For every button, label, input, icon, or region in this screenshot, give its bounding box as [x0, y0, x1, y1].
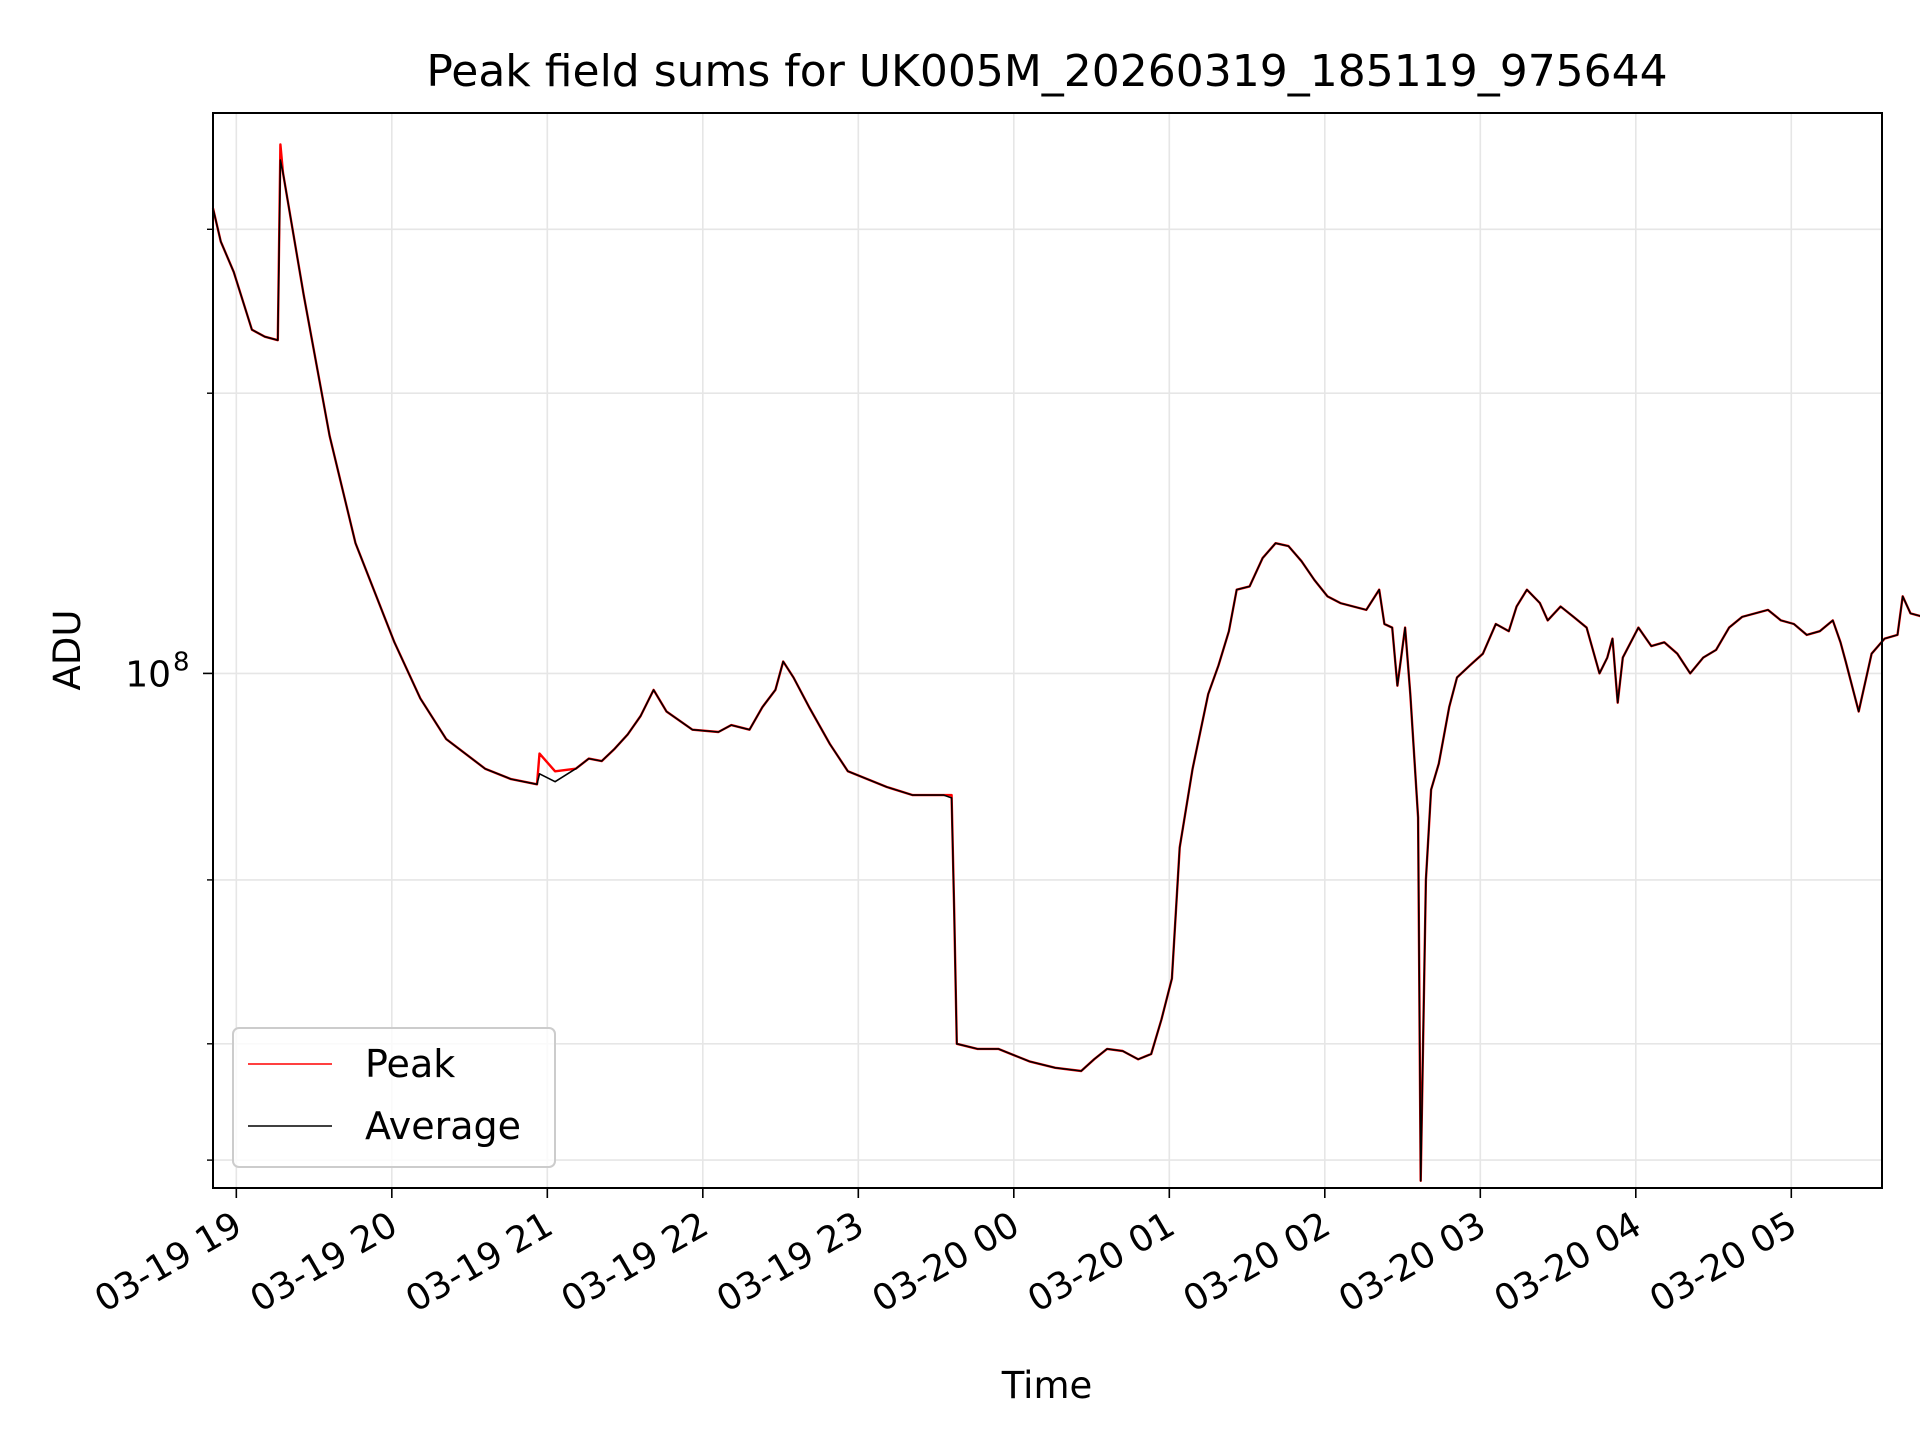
chart-title: Peak field sums for UK005M_20260319_1851…: [426, 46, 1667, 97]
series-line-average: [212, 159, 1920, 1182]
legend-label-peak: Peak: [365, 1042, 455, 1086]
y-tick-exponent: 8: [173, 647, 190, 677]
y-tick-label: 10: [125, 654, 171, 695]
series-layer: [211, 143, 1920, 1183]
y-axis-label: ADU: [46, 610, 89, 691]
legend-label-average: Average: [365, 1104, 521, 1148]
legend: Peak Average: [232, 1027, 556, 1168]
grid: [213, 113, 1882, 1188]
legend-box: [232, 1027, 556, 1168]
x-axis-label: Time: [1001, 1364, 1093, 1407]
plot-frame: [212, 112, 1883, 1189]
